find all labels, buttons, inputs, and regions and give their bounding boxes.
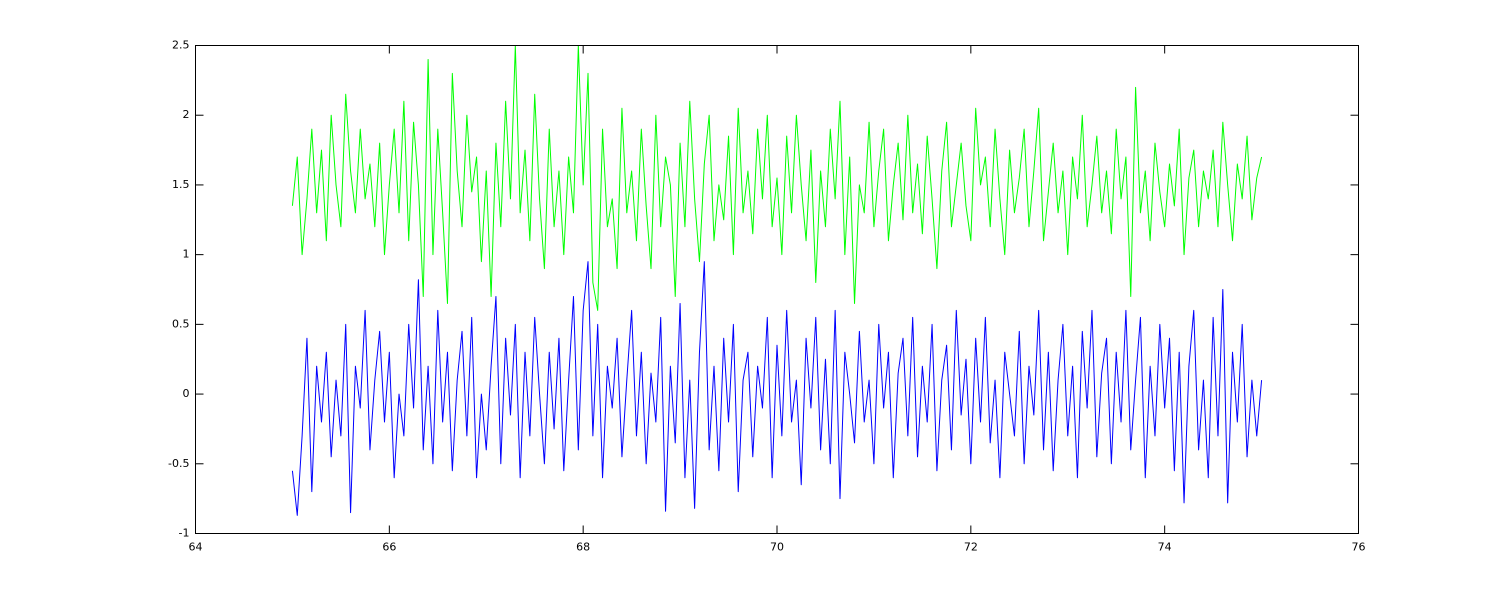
y-tick-label: -1 xyxy=(179,527,190,540)
plot-area xyxy=(291,45,1263,516)
x-tick-label: 64 xyxy=(189,541,203,554)
y-tick-label: 0.5 xyxy=(172,317,190,330)
x-tick-label: 76 xyxy=(1352,541,1366,554)
x-tick-label: 70 xyxy=(770,541,784,554)
series-line xyxy=(291,261,1263,516)
y-tick-label: 2 xyxy=(183,108,190,121)
x-tick-label: 68 xyxy=(576,541,590,554)
y-tick-label: 0 xyxy=(183,387,190,400)
x-tick-label: 72 xyxy=(964,541,978,554)
y-tick-label: -0.5 xyxy=(168,457,189,470)
y-tick-label: 1 xyxy=(183,248,190,261)
x-tick-label: 66 xyxy=(382,541,396,554)
series-line xyxy=(291,45,1263,311)
y-tick-label: 2.5 xyxy=(172,39,190,52)
x-tick-label: 74 xyxy=(1158,541,1172,554)
y-tick-label: 1.5 xyxy=(172,178,190,191)
